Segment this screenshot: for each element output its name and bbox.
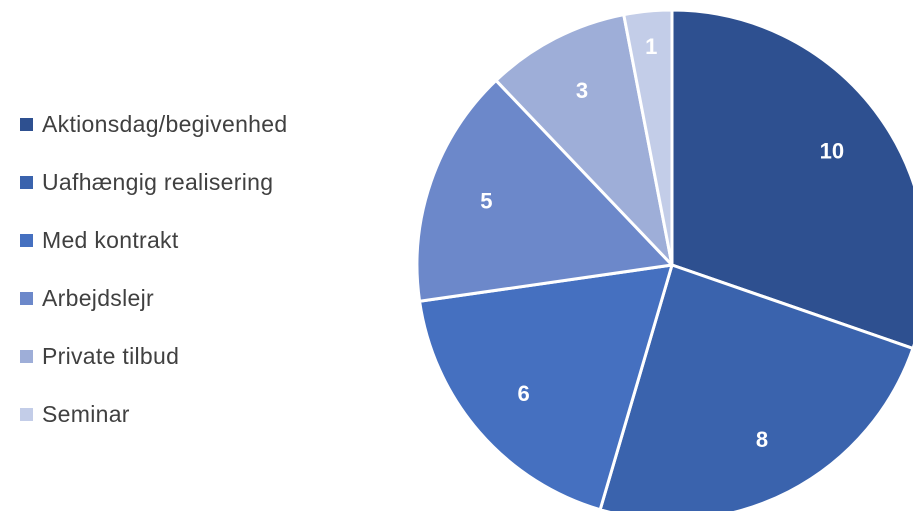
legend-item-private-tilbud: Private tilbud xyxy=(20,342,287,370)
pie-slice-med-kontrakt xyxy=(418,263,674,511)
pie-slices xyxy=(415,8,913,511)
legend-swatch-arbejdslejr xyxy=(20,291,33,305)
pie-slice-aktionsdag xyxy=(670,8,913,350)
legend-swatch-med-kontrakt xyxy=(20,233,33,247)
legend-item-arbejdslejr: Arbejdslejr xyxy=(20,284,287,312)
legend-item-aktionsdag: Aktionsdag/begivenhed xyxy=(20,110,287,138)
pie-slice-seminar xyxy=(622,8,674,267)
legend-item-seminar: Seminar xyxy=(20,400,287,428)
pie-slice-arbejdslejr xyxy=(415,78,674,303)
legend-swatch-private-tilbud xyxy=(20,349,33,363)
data-label-arbejdslejr: 5 xyxy=(480,188,492,213)
legend-label-aktionsdag: Aktionsdag/begivenhed xyxy=(42,110,288,137)
data-label-med-kontrakt: 6 xyxy=(517,381,529,406)
legend-label-arbejdslejr: Arbejdslejr xyxy=(42,284,154,311)
data-label-private-tilbud: 3 xyxy=(576,78,588,103)
legend-swatch-uafhaengig xyxy=(20,175,33,189)
legend: Aktionsdag/begivenhed Uafhængig realiser… xyxy=(20,110,287,458)
data-label-aktionsdag: 10 xyxy=(820,139,844,164)
data-label-seminar: 1 xyxy=(645,34,657,59)
legend-label-private-tilbud: Private tilbud xyxy=(42,342,180,369)
legend-item-uafhaengig: Uafhængig realisering xyxy=(20,168,287,196)
pie-slice-uafhaengig xyxy=(598,263,913,511)
pie-slice-private-tilbud xyxy=(494,13,674,267)
legend-label-seminar: Seminar xyxy=(42,400,130,427)
legend-swatch-aktionsdag xyxy=(20,117,33,131)
legend-label-med-kontrakt: Med kontrakt xyxy=(42,226,179,253)
pie-data-labels: 10 8 6 5 3 1 xyxy=(480,34,844,452)
legend-swatch-seminar xyxy=(20,407,33,421)
legend-item-med-kontrakt: Med kontrakt xyxy=(20,226,287,254)
data-label-uafhaengig: 8 xyxy=(756,427,768,452)
legend-label-uafhaengig: Uafhængig realisering xyxy=(42,168,274,195)
